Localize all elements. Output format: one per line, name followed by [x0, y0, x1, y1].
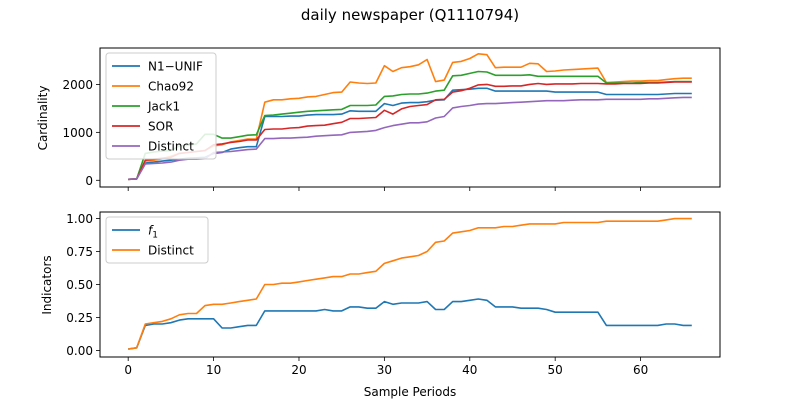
- indicators-series-line-0: [128, 298, 692, 350]
- indicators-ytick-label: 1.00: [66, 212, 93, 226]
- indicators-ytick-label: 0.50: [66, 278, 93, 292]
- cardinality-ylabel: Cardinality: [36, 86, 50, 151]
- indicators-xtick-label: 20: [291, 363, 306, 377]
- indicators-xtick-label: 60: [633, 363, 648, 377]
- cardinality-legend-label: Chao92: [148, 80, 194, 94]
- x-axis-label: Sample Periods: [364, 385, 456, 399]
- indicators-xtick-label: 50: [548, 363, 563, 377]
- indicators-panel: Indicators 0 10 20 30 40 50 60 0.00 0.25 0.50 0.75…: [40, 211, 721, 377]
- cardinality-ytick-label: 2000: [62, 78, 93, 92]
- indicators-ticks: 0 10 20 30 40 50 60 0.00 0.25 0.50 0.75 1.00: [66, 212, 648, 377]
- indicators-legend-label: Distinct: [148, 244, 194, 258]
- cardinality-series-line-1: [128, 52, 692, 181]
- indicators-legend-frame: [105, 216, 209, 264]
- cardinality-series-line-2: [128, 70, 692, 181]
- indicators-legend: f1 Distinct: [105, 216, 209, 264]
- indicators-series-line-1: [128, 217, 692, 350]
- cardinality-legend-label: N1−UNIF: [148, 60, 203, 74]
- cardinality-ticks: 0 1000 2000: [62, 78, 641, 191]
- cardinality-ytick-label: 1000: [62, 126, 93, 140]
- indicators-ylabel: Indicators: [40, 255, 54, 314]
- indicators-xtick-label: 30: [377, 363, 392, 377]
- cardinality-legend-frame: [105, 52, 217, 160]
- indicators-ytick-label: 0.00: [66, 344, 93, 358]
- indicators-legend-label: f1: [148, 224, 158, 241]
- cardinality-legend: N1−UNIF Chao92 Jack1 SOR Distinct: [105, 52, 217, 160]
- cardinality-series-line-3: [128, 81, 692, 181]
- cardinality-legend-label: SOR: [148, 120, 173, 134]
- figure-title: daily newspaper (Q1110794): [301, 6, 519, 24]
- cardinality-plot-frame: [99, 47, 721, 188]
- indicators-ytick-label: 0.25: [66, 311, 93, 325]
- cardinality-legend-label: Distinct: [148, 140, 194, 154]
- indicators-lines: [128, 217, 692, 350]
- cardinality-series-line-4: [128, 96, 692, 181]
- indicators-xtick-label: 40: [462, 363, 477, 377]
- indicators-xtick-label: 10: [206, 363, 221, 377]
- cardinality-panel: Cardinality 0 1000 2000 N1−UNIF Chao92 Jack1…: [36, 47, 721, 191]
- cardinality-lines: [128, 52, 692, 181]
- cardinality-legend-label: Jack1: [147, 100, 180, 114]
- cardinality-ytick-label: 0: [85, 174, 93, 188]
- indicators-xtick-label: 0: [124, 363, 132, 377]
- indicators-ytick-label: 0.75: [66, 245, 93, 259]
